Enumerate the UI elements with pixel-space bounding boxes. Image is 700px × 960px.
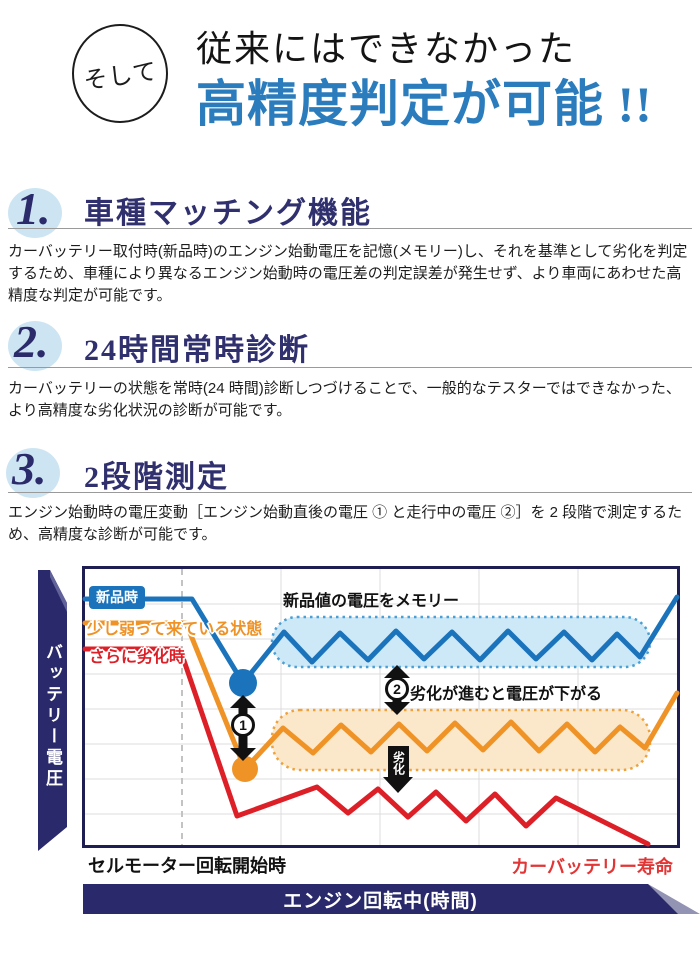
legend-badge-new: 新品時 <box>89 586 145 609</box>
section2-divider <box>8 367 692 368</box>
section2-title: 24時間常時診断 <box>84 334 310 367</box>
section3-number-bg <box>6 448 60 498</box>
header-title: 高精度判定が可能 !! <box>196 76 653 132</box>
x-end-label: カーバッテリー寿命 <box>511 857 673 877</box>
section1-divider <box>8 228 692 229</box>
x-start-label: セルモーター回転開始時 <box>88 856 286 876</box>
section3-divider <box>8 492 692 493</box>
chart-plot-area: 新品時 少し弱って来ている状態 さらに劣化時 新品値の電圧をメモリー 劣化が進む… <box>82 566 680 848</box>
section1-title: 車種マッチング機能 <box>84 197 372 230</box>
legend-label-degraded: さらに劣化時 <box>89 649 186 666</box>
degrade-annotation: 劣化が進むと電圧が下がる <box>410 686 603 703</box>
section2-body: カーバッテリーの状態を常時(24 時間)診断しつづけることで、一般的なテスターで… <box>8 380 681 420</box>
section3-title: 2段階測定 <box>84 461 229 494</box>
section2-number-bg <box>8 321 62 371</box>
intro-badge-label: そして <box>81 58 160 96</box>
step1-badge: 1 <box>231 713 255 737</box>
x-axis-banner: エンジン回転中(時間) <box>83 884 700 914</box>
section1-body: カーバッテリー取付時(新品時)のエンジン始動電圧を記憶(メモリー)し、それを基準… <box>8 243 688 305</box>
header-subtitle: 従来にはできなかった <box>196 29 577 69</box>
legend-label-weak: 少し弱って来ている状態 <box>87 621 263 638</box>
section3-body: エンジン始動時の電圧変動［エンジン始動直後の電圧 ① と走行中の電圧 ②］を 2… <box>8 504 683 544</box>
section2-number: 2. <box>14 316 49 367</box>
chart-svg <box>82 569 680 847</box>
section1-number: 1. <box>16 183 51 234</box>
y-axis-banner-shape <box>38 570 67 851</box>
x-axis-banner-shape <box>83 884 678 914</box>
y-axis-banner: バッテリー電圧 <box>38 570 67 851</box>
memory-annotation: 新品値の電圧をメモリー <box>283 593 460 610</box>
y-axis-label: バッテリー電圧 <box>43 642 62 790</box>
x-axis-label: エンジン回転中(時間) <box>283 890 478 912</box>
deterioration-label: 劣化 <box>388 746 409 780</box>
intro-badge-circle: そして <box>72 24 168 123</box>
section1-number-bg <box>8 188 62 238</box>
section3-number: 3. <box>12 443 47 494</box>
step2-badge: 2 <box>385 677 409 701</box>
